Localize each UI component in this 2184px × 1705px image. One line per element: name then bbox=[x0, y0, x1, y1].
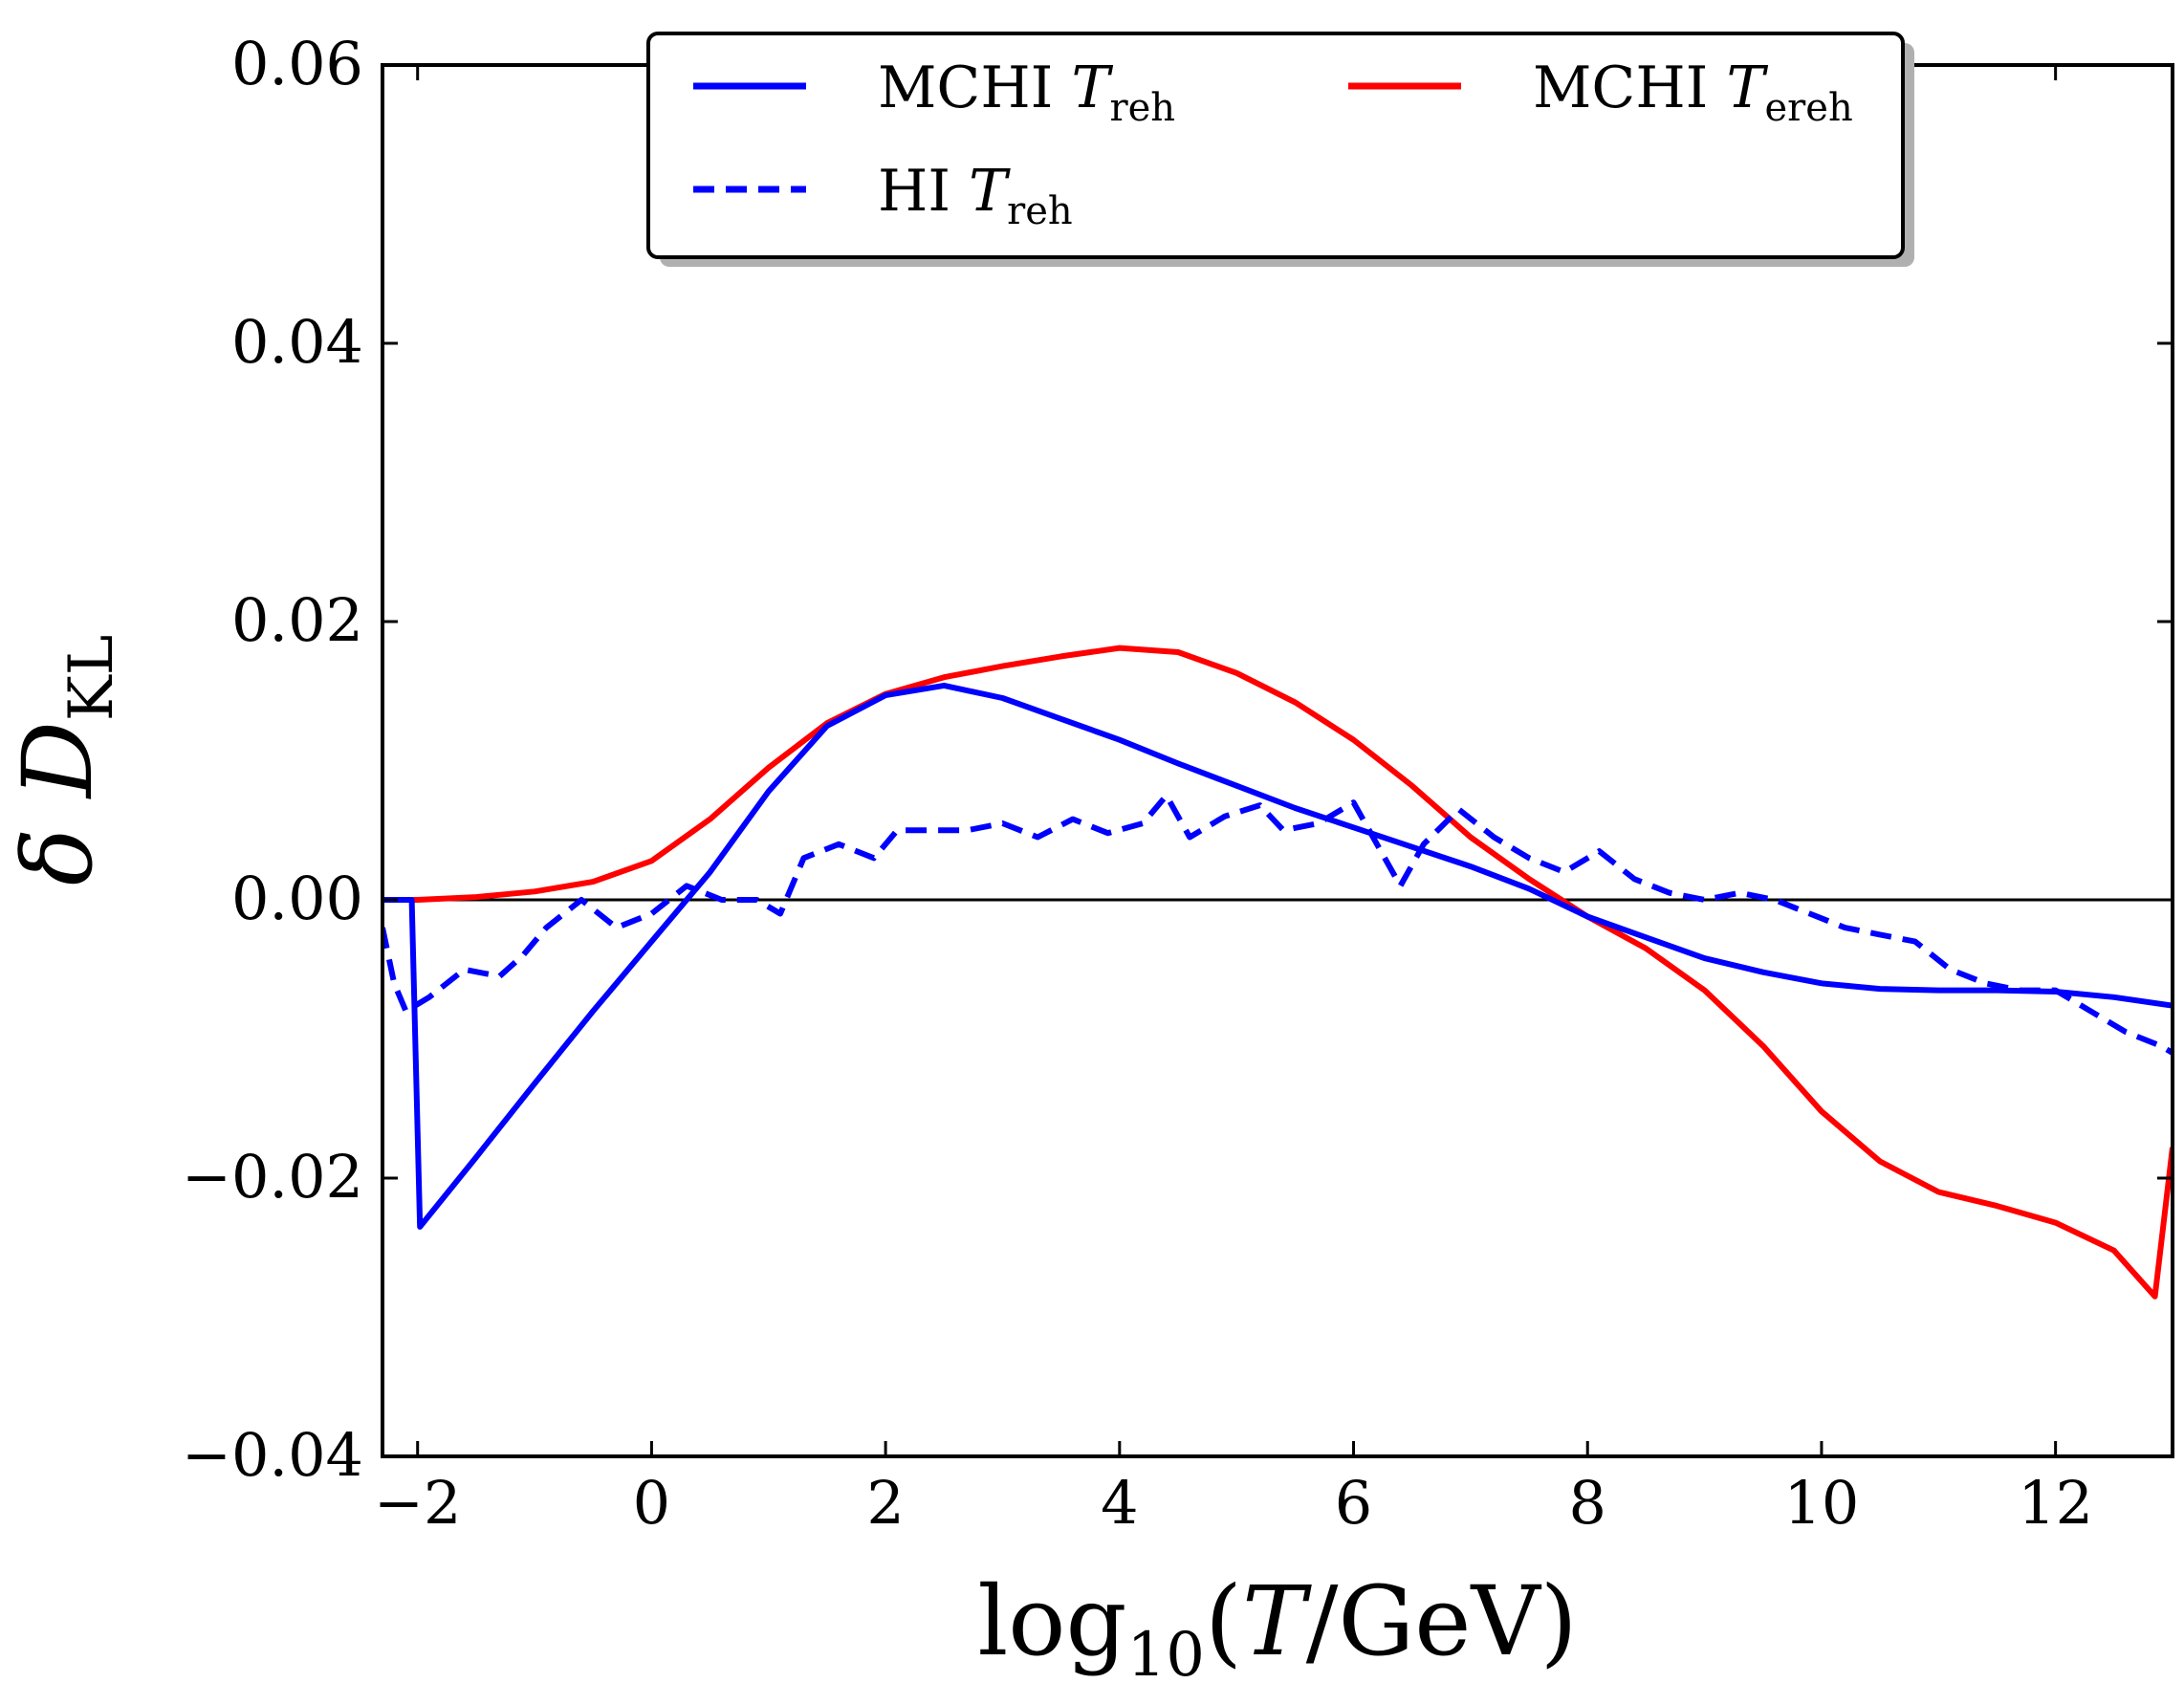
legend-entry-0: MCHI Treh bbox=[878, 55, 1175, 130]
x-tick-label: 10 bbox=[1783, 1468, 1859, 1538]
y-tick-label: 0.02 bbox=[231, 585, 363, 655]
x-axis-label: log10(T/GeV) bbox=[977, 1565, 1577, 1691]
x-tick-label: 12 bbox=[2018, 1468, 2093, 1538]
y-tick-label: 0.04 bbox=[231, 307, 363, 377]
series-line-0 bbox=[382, 682, 2173, 1230]
x-tick-label: 8 bbox=[1569, 1468, 1606, 1538]
legend-entry-1: HI Treh bbox=[878, 158, 1073, 233]
x-tick-label: 6 bbox=[1335, 1468, 1372, 1538]
x-tick-label: 2 bbox=[866, 1468, 904, 1538]
plot-area bbox=[382, 645, 2173, 1300]
y-tick-label: 0.00 bbox=[231, 863, 363, 933]
legend-entry-2: MCHI Tereh bbox=[1533, 55, 1853, 130]
x-tick-label: −2 bbox=[374, 1468, 461, 1538]
x-tick-label: 0 bbox=[633, 1468, 670, 1538]
axis-ticks: −2 0 2 4 6 8 10 12 −0.04 −0.02 0.00 0.02 0.04 0.06 bbox=[182, 29, 2173, 1538]
series-line-2 bbox=[382, 645, 2173, 1300]
y-tick-label: 0.06 bbox=[231, 29, 363, 98]
y-tick-label: −0.04 bbox=[182, 1420, 363, 1490]
legend: MCHI Treh HI Treh MCHI Tereh bbox=[646, 32, 1914, 267]
y-axis-label: δ DKL bbox=[2, 635, 127, 886]
y-tick-label: −0.02 bbox=[182, 1142, 363, 1212]
legend-box bbox=[646, 32, 1905, 259]
series-line-1 bbox=[382, 792, 2173, 1056]
x-tick-label: 4 bbox=[1101, 1468, 1138, 1538]
